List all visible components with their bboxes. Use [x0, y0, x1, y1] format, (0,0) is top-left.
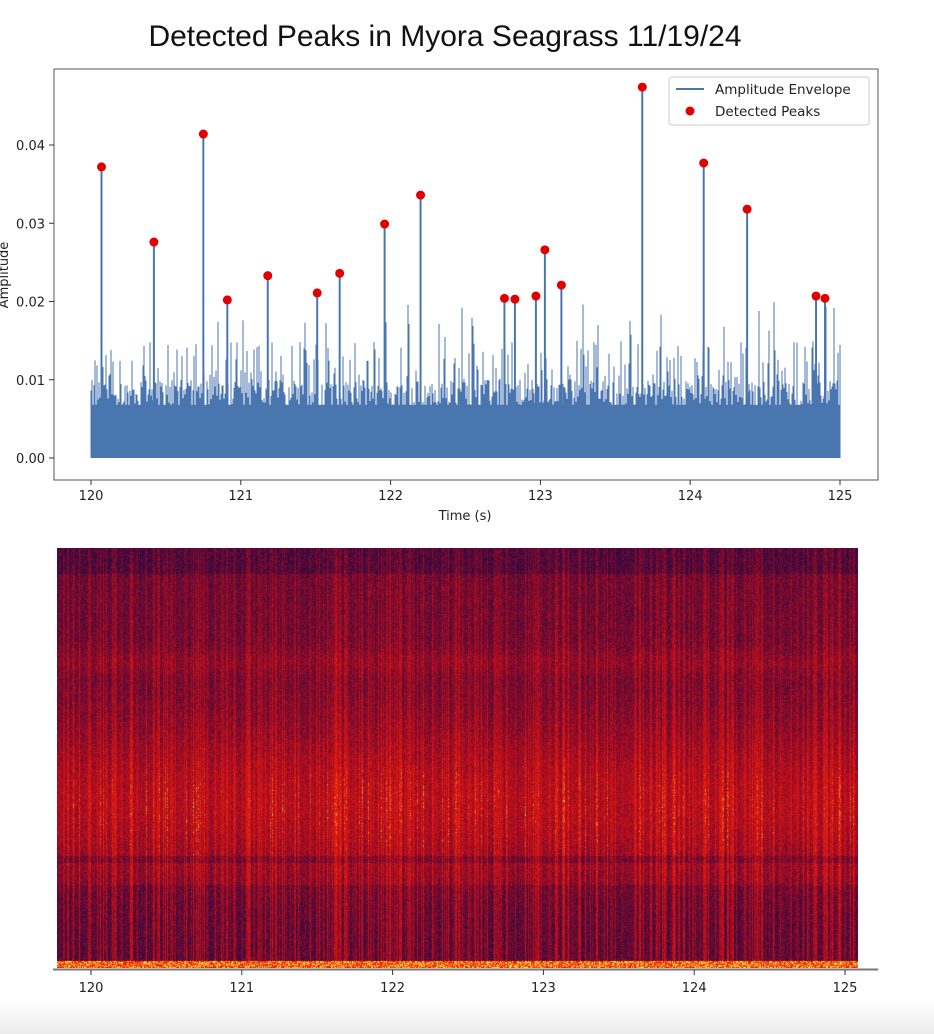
plot-frame: [53, 68, 879, 481]
peak-marker: [263, 271, 273, 281]
peak-marker: [510, 294, 520, 304]
figure-title: Detected Peaks in Myora Seagrass 11/19/2…: [148, 20, 742, 53]
legend-peak-swatch: [685, 106, 695, 116]
x-tick-label: 124: [682, 981, 707, 996]
envelope-spikes: [90, 302, 841, 458]
x-tick-label: 123: [531, 981, 556, 996]
legend-envelope: Amplitude Envelope: [715, 82, 851, 98]
x-tick-label: 121: [228, 489, 253, 504]
peak-marker: [149, 237, 159, 247]
x-tick-label: 122: [378, 489, 403, 504]
x-tick-label: 120: [79, 981, 104, 996]
x-tick-label: 125: [828, 489, 853, 504]
peak-marker: [556, 280, 566, 290]
peak-marker: [820, 293, 830, 303]
bottom-fade: [0, 1000, 934, 1034]
y-tick-label: 0.02: [16, 296, 45, 311]
peak-marker: [637, 82, 647, 92]
peak-marker: [96, 162, 106, 172]
y-tick-label: 0.03: [16, 217, 45, 232]
legend-peaks: Detected Peaks: [715, 104, 820, 120]
y-axis-label: Amplitude: [0, 242, 12, 309]
peak-marker: [416, 190, 426, 200]
peak-marker: [312, 288, 322, 298]
y-tick-label: 0.01: [16, 374, 45, 389]
spectrogram-image: [57, 548, 858, 968]
amplitude-chart: 120 121 122 123 124 125 0.00 0.01 0.02 0.03 0.04 T…: [0, 68, 879, 524]
y-tick-label: 0.00: [16, 452, 45, 467]
y-tick-label: 0.04: [16, 139, 45, 154]
x-axis-label: Time (s): [438, 509, 492, 524]
peak-marker: [531, 291, 541, 301]
x-tick-label: 123: [528, 489, 553, 504]
peak-marker: [380, 219, 390, 229]
x-tick-label: 124: [678, 489, 703, 504]
x-tick-label: 122: [380, 981, 405, 996]
peak-marker: [198, 129, 208, 139]
x-tick-label: 125: [833, 981, 858, 996]
peak-marker: [335, 268, 345, 278]
peak-marker: [540, 245, 550, 255]
peak-marker: [811, 291, 821, 301]
peak-marker: [222, 295, 232, 305]
peak-marker: [699, 158, 709, 168]
x-tick-label: 120: [79, 489, 104, 504]
peak-marker: [742, 204, 752, 214]
amplitude-envelope-series: [90, 302, 841, 458]
peak-marker: [499, 293, 509, 303]
detected-peaks-series: [96, 82, 830, 458]
x-tick-label: 121: [229, 981, 254, 996]
legend: Amplitude Envelope Detected Peaks: [668, 76, 870, 126]
